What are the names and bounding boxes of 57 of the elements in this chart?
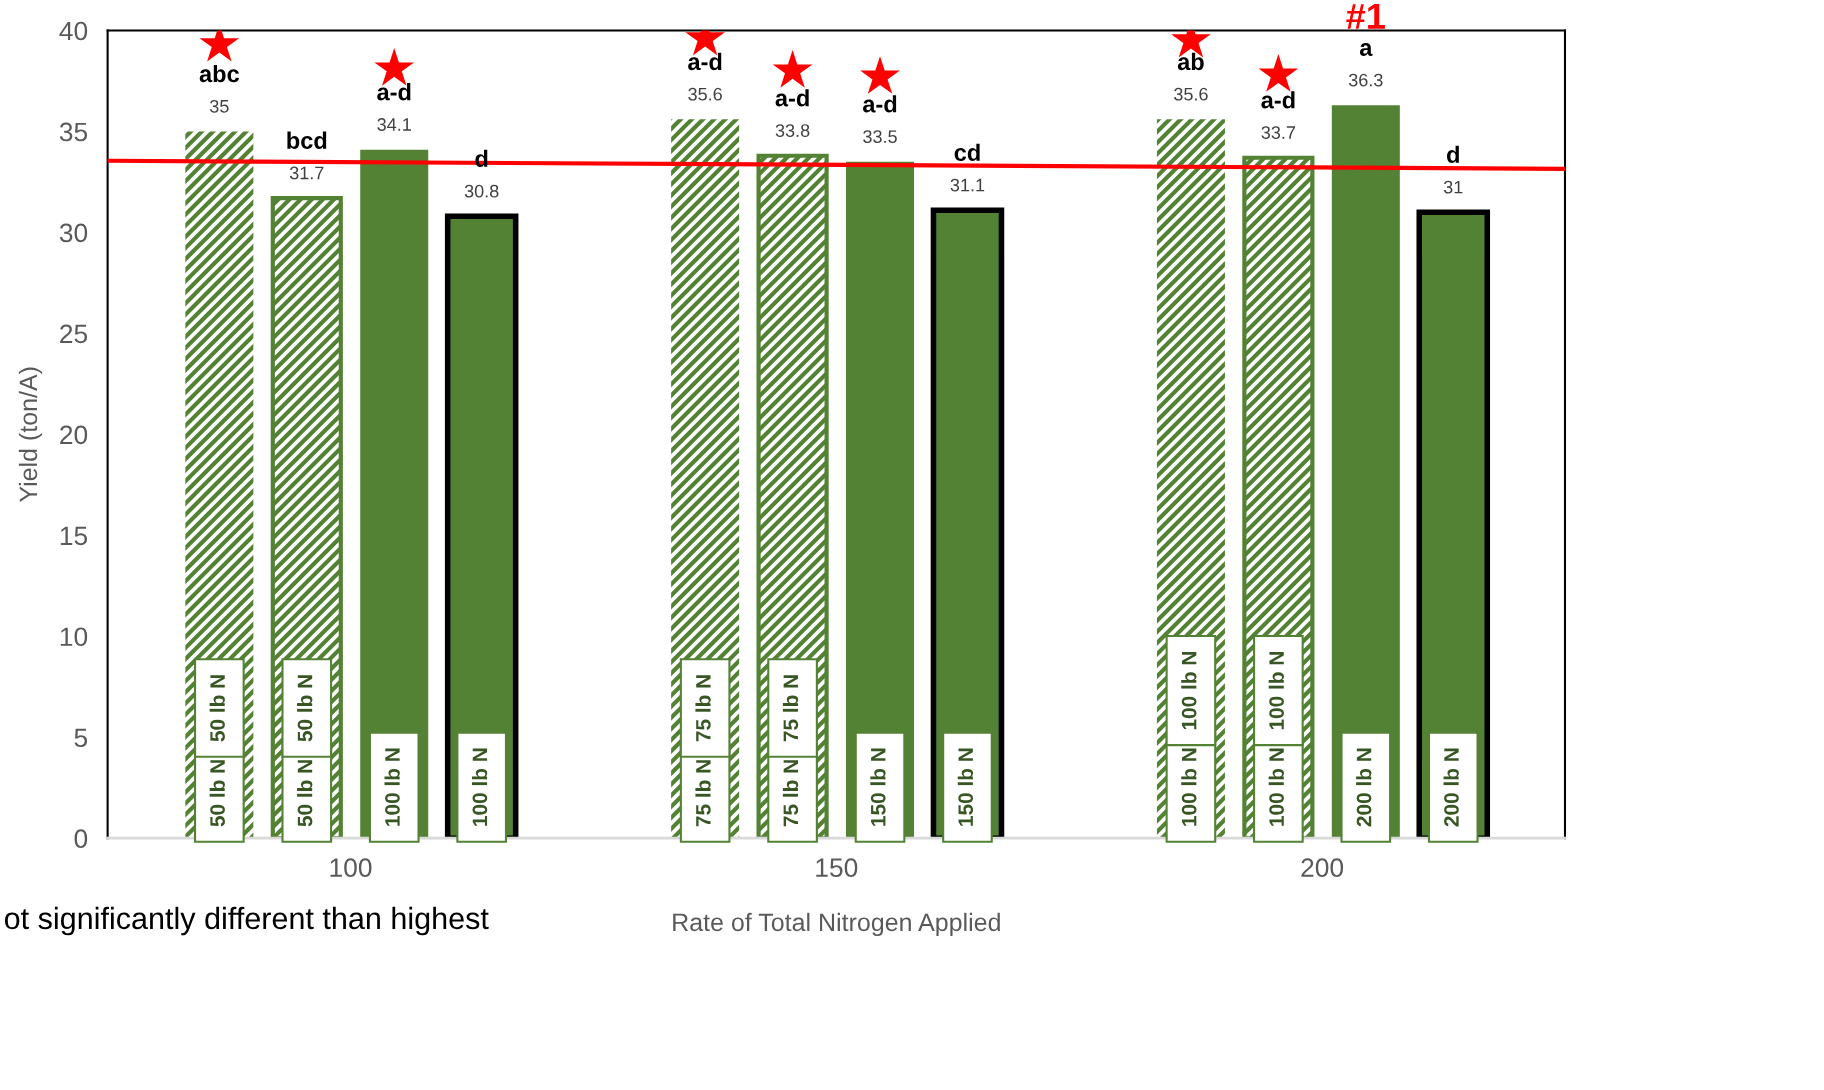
y-tick-label: 5 [74,728,88,748]
annotation: bcd [287,131,327,149]
data-label: 33.5 [863,130,897,144]
annotation: 150 lb N [957,748,974,826]
annotation: 75 lb N [695,760,711,827]
y-tick-label: 35 [59,122,88,142]
annotation: 100 lb N [1268,652,1284,730]
annotation: 100 lb N [384,748,400,826]
annotation: 75 lb N [782,675,799,742]
annotation: a-d [688,52,722,71]
annotation: cd [954,143,980,162]
text: ot significantly different than highest [4,906,489,936]
x-axis-title: Rate of Total Nitrogen Applied [673,912,1000,937]
data-label: 31.7 [289,166,324,180]
y-tick-label: 0 [74,829,88,849]
annotation: 50 lb N [209,675,225,742]
annotation: 75 lb N [782,760,799,827]
annotation: a-d [775,89,809,107]
annotation: a-d [1261,91,1295,109]
annotation: 50 lb N [297,675,313,742]
annotation: abc [199,64,239,83]
text: #1 [1346,3,1385,29]
data-label: 34.1 [377,118,411,131]
annotation: 75 lb N [695,675,711,742]
y-tick-label: 10 [60,627,88,647]
x-tick-label: 100 [330,858,372,878]
data-label: 33.7 [1261,126,1296,139]
data-label: 33.8 [775,124,810,137]
y-tick-label: 15 [60,526,88,546]
annotation: 100 lb N [471,748,488,826]
annotation: 50 lb N [297,760,313,827]
annotation: ab [1177,52,1204,71]
annotation: a [1359,43,1373,57]
annotation: 100 lb N [1181,652,1197,730]
y-tick-label: 30 [59,223,88,243]
y-tick-label: 25 [60,324,88,344]
annotation: a-d [377,83,411,101]
y-tick-label: 40 [59,21,88,41]
annotation: 150 lb N [870,748,886,826]
y-tick-label: 20 [60,425,88,445]
data-label: 35 [210,99,229,113]
data-label: 35.6 [1174,87,1208,101]
annotation: 200 lb N [1443,748,1459,827]
annotation: d [1447,145,1459,164]
annotation: a-d [863,95,897,113]
y-axis-title: Yield (ton/A) [18,367,43,503]
annotation: 100 lb N [1181,748,1197,826]
annotation: 200 lb N [1356,748,1372,827]
data-label: 31.1 [950,178,985,192]
data-label: 36.3 [1348,73,1383,87]
data-label: 35.6 [688,87,722,101]
x-tick-label: 200 [1301,858,1344,878]
data-label: 30.8 [464,184,499,198]
data-label: 31 [1443,180,1463,194]
annotation: 50 lb N [209,760,225,827]
x-tick-label: 150 [816,858,858,878]
annotation: 100 lb N [1268,748,1284,826]
